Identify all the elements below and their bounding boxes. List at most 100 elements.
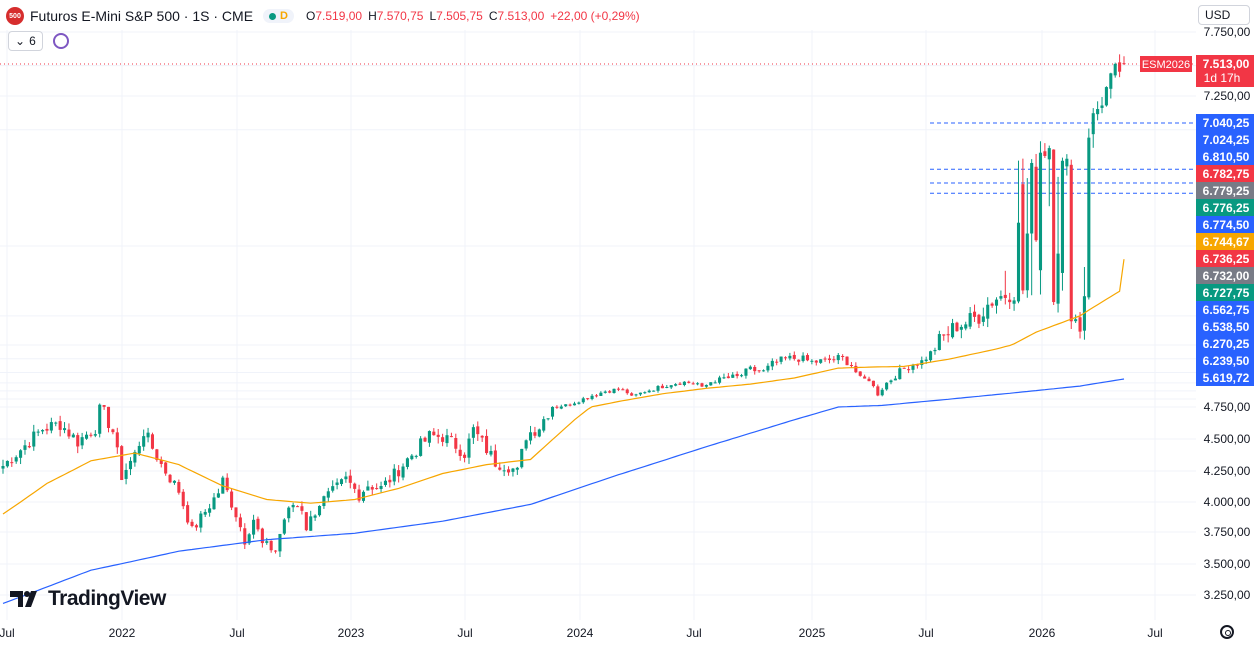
candle-body [1030,162,1034,234]
candle-body [216,493,220,498]
x-tick-label: 2023 [338,626,365,640]
candle-body [401,466,405,478]
open-label: O [306,9,316,23]
indicator-row: ⌄ 6 [8,31,69,51]
candle-body [498,467,502,470]
candle-body [150,434,155,449]
candle-body [313,515,317,518]
candle-body [709,382,713,386]
indicators-count: 6 [29,34,36,48]
candle-body [331,486,335,491]
y-tick-label: 7.250,00 [1204,89,1251,103]
candle-body [146,432,150,438]
price-label-text: 6.774,50 [1203,218,1250,232]
candle-body [1113,63,1117,76]
candle-body [678,383,682,385]
candle-body [1056,253,1060,304]
candle-body [827,358,832,361]
candle-body [493,450,497,467]
low-value: 7.505,75 [436,9,483,23]
price-label-box [1196,182,1254,199]
close-label: C [488,9,498,23]
price-label-box [1196,335,1254,352]
candle-body [999,296,1003,299]
candle-body [1091,113,1095,135]
candle-body [27,446,31,448]
candle-body [1012,300,1016,304]
candle-body [23,445,27,450]
price-labels: 7.040,25 7.024,25 6.810,50 6.782,75 6.779,25… [1196,114,1254,386]
candlesticks [1,54,1126,557]
candle-body [427,431,431,443]
candle-body [89,434,93,436]
candle-body [111,429,115,433]
price-label-text: 6.727,75 [1203,286,1250,300]
price-label-box [1196,369,1254,386]
candle-body [410,455,414,460]
candle-body [783,357,788,359]
price-label-box [1196,165,1254,182]
price-label-box [1196,284,1254,301]
candle-body [366,486,370,491]
candle-body [836,355,840,361]
candle-body [972,311,977,317]
indicators-toggle-button[interactable]: ⌄ 6 [8,31,43,51]
tradingview-logo[interactable]: TradingView [10,587,166,611]
candle-body [700,383,704,387]
refresh-icon[interactable] [52,33,69,49]
candle-body [814,360,818,363]
candle-body [656,386,660,391]
chart-header: 500 Futuros E-Mini S&P 500 · 1S · CME D … [6,6,640,26]
candle-body [58,421,62,430]
last-price-value: 7.513,00 [1203,57,1250,71]
candle-body [981,316,985,322]
price-label-text: 6.782,75 [1203,167,1250,181]
candle-body [990,303,994,306]
candle-body [274,550,278,552]
candle-body [71,434,75,438]
candle-body [1060,160,1064,273]
candle-body [612,388,616,394]
price-label-box [1196,352,1254,369]
grid-lines [0,30,1196,620]
x-tick-label: Jul [1147,626,1162,640]
price-label-box [1196,318,1254,335]
candle-body [128,460,133,470]
candle-body [357,489,361,501]
candle-body [959,326,963,330]
candle-body [674,384,678,386]
candle-body [45,428,49,431]
high-label: H [368,9,377,23]
candle-body [106,406,111,428]
market-status[interactable]: D [263,9,294,23]
symbol-logo[interactable]: 500 [6,7,24,25]
candle-body [520,448,524,468]
candle-body [1074,319,1078,322]
candle-body [687,381,691,383]
symbol-title[interactable]: Futuros E-Mini S&P 500 · 1S · CME [30,8,254,24]
currency-select[interactable]: USD [1198,5,1250,25]
moving-average-slow [2,259,1125,515]
candle-body [511,468,515,472]
candle-body [441,437,445,442]
candle-body [528,432,533,441]
candle-body [291,504,295,508]
candle-body [1043,151,1047,156]
candle-body [502,470,506,472]
candle-body [1087,137,1091,298]
candle-body [124,469,128,479]
logo-text: TradingView [48,587,166,610]
candle-body [142,436,146,447]
candle-body [463,454,467,458]
candle-body [858,371,862,376]
x-tick-label: Jul [686,626,701,640]
price-label-box [1196,148,1254,165]
candle-body [577,402,581,404]
candle-body [524,440,528,449]
candle-body [994,299,999,306]
candle-body [67,429,71,437]
candle-body [1078,317,1082,332]
candle-body [339,479,344,485]
gear-icon[interactable] [1220,625,1234,639]
